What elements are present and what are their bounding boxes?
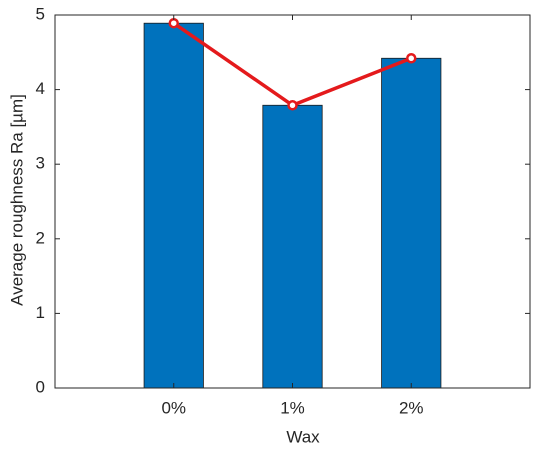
y-axis-label: Average roughness Ra [µm] bbox=[7, 94, 26, 306]
y-tick-label: 2 bbox=[36, 228, 45, 247]
x-tick-label: 2% bbox=[399, 398, 424, 417]
y-tick-label: 4 bbox=[36, 79, 45, 98]
x-tick-label: 0% bbox=[161, 398, 186, 417]
y-tick-label: 3 bbox=[36, 154, 45, 173]
bar bbox=[381, 57, 442, 389]
bar bbox=[262, 104, 323, 389]
x-axis-label: Wax bbox=[286, 427, 320, 446]
y-tick-label: 5 bbox=[36, 4, 45, 23]
point bbox=[406, 53, 417, 64]
line bbox=[172, 21, 412, 108]
point bbox=[287, 100, 298, 111]
point bbox=[168, 17, 179, 29]
bar bbox=[143, 22, 204, 389]
y-tick-label: 1 bbox=[36, 303, 45, 322]
axes-box bbox=[54, 14, 531, 389]
y-tick-label: 0 bbox=[36, 377, 45, 396]
x-tick-label: 1% bbox=[280, 398, 305, 417]
